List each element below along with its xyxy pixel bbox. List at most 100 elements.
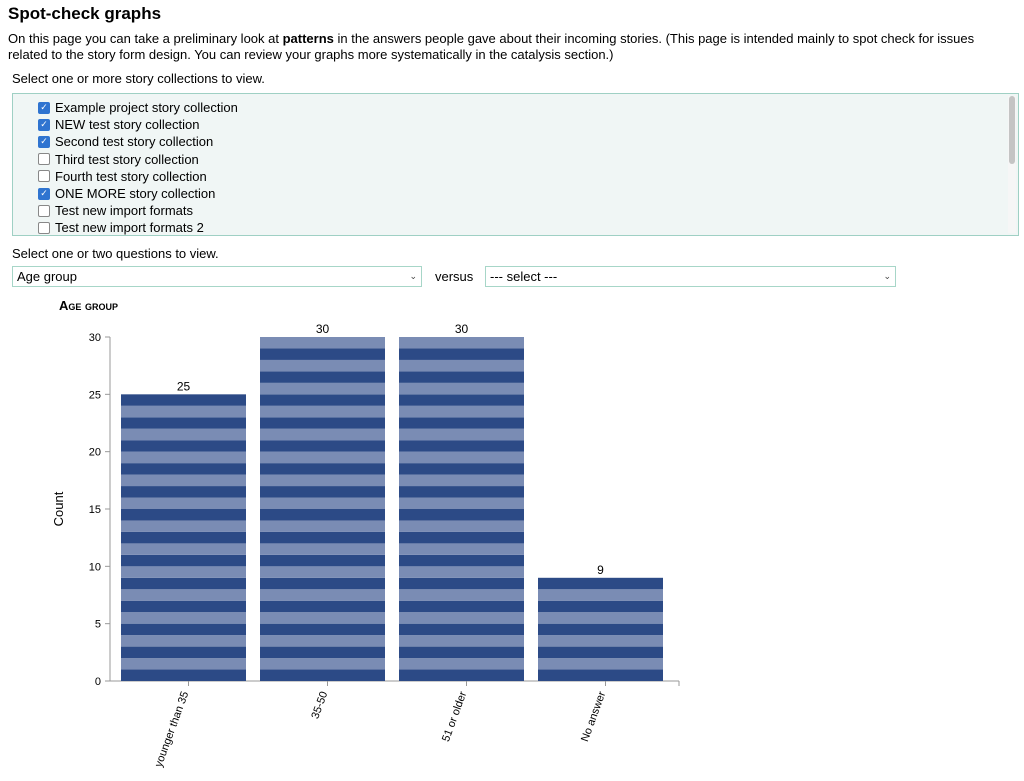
bar-stripe — [260, 474, 385, 487]
y-axis-label: Count — [51, 491, 66, 526]
bar-stripe — [260, 451, 385, 464]
collections-list[interactable]: ✓ Example project story collection ✓ NEW te… — [12, 93, 1019, 236]
collection-item[interactable]: Third test story collection — [38, 151, 199, 168]
checkbox[interactable] — [38, 204, 50, 217]
collection-item[interactable]: ✓ Example project story collection — [38, 99, 238, 116]
bar-stripe — [260, 520, 385, 532]
bar-value-label: 9 — [597, 563, 604, 577]
collection-item[interactable]: ✓ Second test story collection — [38, 133, 213, 150]
collection-label: Second test story collection — [55, 134, 214, 150]
bar-value-label: 30 — [455, 322, 469, 336]
collection-item[interactable]: Fourth test story collection — [38, 168, 207, 185]
bar-stripe — [399, 612, 524, 624]
bar-stripe — [399, 566, 524, 578]
bar-stripe — [399, 394, 524, 406]
bar-stripe — [399, 382, 524, 395]
collection-item[interactable]: Test new import formats — [38, 202, 193, 219]
scrollbar[interactable] — [1008, 96, 1016, 233]
bar-stripe — [121, 428, 246, 441]
checkbox[interactable] — [38, 221, 50, 234]
bar-stripe — [538, 577, 663, 590]
collection-label: ONE MORE story collection — [55, 186, 216, 201]
collection-item[interactable]: ✓ ONE MORE story collection — [38, 185, 215, 202]
bar-stripe — [260, 589, 385, 601]
bar-stripe — [121, 566, 246, 578]
bar-stripe — [121, 531, 246, 544]
bar-stripe — [399, 589, 524, 601]
bar-stripe — [260, 440, 385, 452]
checkbox[interactable]: ✓ — [38, 187, 50, 200]
bar-stripe — [121, 577, 246, 590]
x-tick-label: 35-50 — [309, 690, 330, 721]
bar-stripe — [399, 486, 524, 498]
collection-label: Example project story collection — [55, 100, 238, 115]
bar-stripe — [121, 463, 246, 475]
bar-stripe — [399, 371, 524, 383]
collection-item[interactable]: Test new import formats 2 — [38, 219, 204, 235]
bar-stripe — [260, 669, 385, 681]
bar-stripe — [121, 543, 246, 555]
collection-label: Third test story collection — [55, 151, 199, 167]
question2-select[interactable]: --- select --- ⌄ — [485, 266, 896, 287]
bar-stripe — [399, 600, 524, 613]
bar-stripe — [121, 520, 246, 532]
bar-stripe — [260, 612, 385, 624]
bar-stripe — [538, 623, 663, 636]
bar-stripe — [260, 394, 385, 406]
bar-stripe — [538, 658, 663, 670]
bar-stripe — [399, 451, 524, 464]
bar-stripe — [121, 623, 246, 636]
bar-stripe — [121, 612, 246, 624]
checkbox[interactable] — [38, 153, 50, 166]
bar-stripe — [399, 440, 524, 452]
bar-stripe — [121, 474, 246, 487]
bar-stripe — [121, 451, 246, 464]
checkbox[interactable]: ✓ — [38, 135, 50, 148]
bar-stripe — [121, 646, 246, 659]
checkbox[interactable]: ✓ — [38, 118, 50, 131]
collection-label: Test new import formats — [55, 203, 193, 219]
bar-stripe — [260, 577, 385, 590]
bar-stripe — [260, 348, 385, 360]
bar-stripe — [260, 405, 385, 418]
y-tick-label: 5 — [95, 619, 101, 631]
intro-bold: patterns — [282, 31, 334, 46]
chart-title: Age group — [59, 298, 118, 313]
bar-stripe — [399, 635, 524, 647]
question1-value: Age group — [17, 269, 77, 284]
bar-stripe — [260, 486, 385, 498]
bar-stripe — [399, 554, 524, 567]
bar-stripe — [121, 554, 246, 567]
bar-stripe — [399, 428, 524, 441]
collection-item[interactable]: ✓ NEW test story collection — [38, 116, 200, 133]
y-tick-label: 25 — [89, 389, 101, 401]
collection-label: NEW test story collection — [55, 117, 200, 133]
questions-label: Select one or two questions to view. — [12, 246, 219, 261]
bar-stripe — [260, 554, 385, 567]
bar-stripe — [399, 543, 524, 555]
checkbox[interactable]: ✓ — [38, 101, 50, 114]
bar-stripe — [399, 669, 524, 681]
bar-stripe — [121, 394, 246, 406]
bar-stripe — [260, 509, 385, 521]
bar-stripe — [260, 417, 385, 429]
scrollbar-thumb[interactable] — [1009, 96, 1015, 164]
question2-value: --- select --- — [490, 269, 558, 284]
bar-stripe — [260, 428, 385, 441]
bar-chart: Age group Count 0 5 10 15 20 25 30 25 younger than… — [51, 298, 680, 769]
bar-stripe — [399, 509, 524, 521]
bar-stripe — [399, 463, 524, 475]
bar-stripe — [260, 566, 385, 578]
question1-select[interactable]: Age group ⌄ — [12, 266, 422, 287]
bar-stripe — [260, 337, 385, 349]
intro-part: in the answers people gave about their i… — [8, 31, 975, 62]
bar-stripe — [260, 463, 385, 475]
bar-stripe — [399, 520, 524, 532]
bar-stripe — [399, 646, 524, 659]
bar-stripe — [121, 589, 246, 601]
bar-stripe — [260, 359, 385, 372]
checkbox[interactable] — [38, 170, 50, 183]
x-tick-label: No answer — [579, 690, 608, 744]
bar-stripe — [399, 474, 524, 487]
bar-stripe — [399, 497, 524, 509]
